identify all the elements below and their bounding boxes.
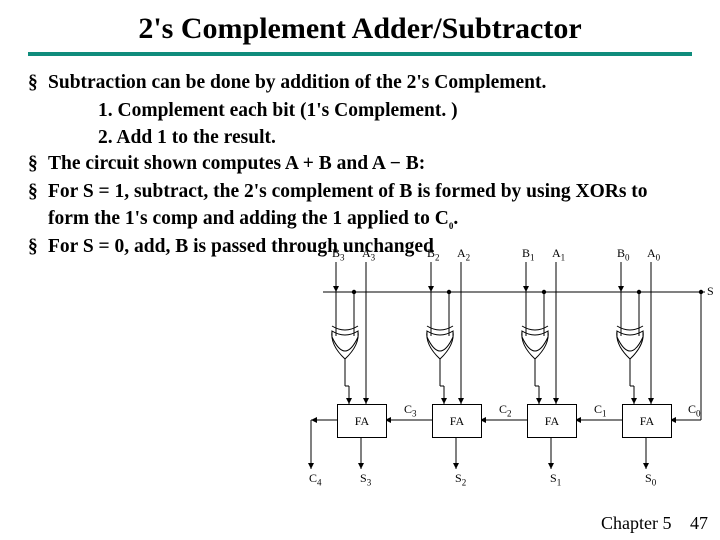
signal-a1: A1: [552, 246, 565, 262]
signal-b0: B0: [617, 246, 630, 262]
bullet-text: For S = 1, subtract, the 2's complement …: [48, 179, 692, 232]
signal-c0: C0: [688, 402, 701, 418]
bullet-1-sub1: 1. Complement each bit (1's Complement. …: [98, 98, 692, 124]
fa-box-2: FA: [527, 404, 577, 438]
slide-title: 2's Complement Adder/Subtractor: [28, 12, 692, 46]
bullet-1-sub2: 2. Add 1 to the result.: [98, 125, 692, 151]
content-area: § Subtraction can be done by addition of…: [28, 70, 692, 260]
signal-b2: B2: [427, 246, 440, 262]
bullet-text: Subtraction can be done by addition of t…: [48, 70, 692, 96]
bullet-3-tail: .: [453, 208, 458, 229]
signal-b1: B1: [522, 246, 535, 262]
bullet-3: § For S = 1, subtract, the 2's complemen…: [28, 179, 692, 232]
signal-s0: S0: [645, 471, 656, 487]
signal-a0: A0: [647, 246, 660, 262]
slide-root: 2's Complement Adder/Subtractor § Subtra…: [0, 0, 720, 540]
fa-box-0: FA: [337, 404, 387, 438]
signal-c2: C2: [499, 402, 512, 418]
signal-c3: C3: [404, 402, 417, 418]
bullet-marker: §: [28, 70, 48, 96]
signal-s3: S3: [360, 471, 371, 487]
fa-box-1: FA: [432, 404, 482, 438]
signal-s2: S2: [455, 471, 466, 487]
signal-a2: A2: [457, 246, 470, 262]
signal-a3: A3: [362, 246, 375, 262]
bullet-3-main: For S = 1, subtract, the 2's complement …: [48, 181, 648, 228]
fa-box-3: FA: [622, 404, 672, 438]
bullet-marker: §: [28, 234, 48, 260]
slide-footer: Chapter 5 47: [601, 513, 708, 534]
circuit-diagram: S B3 A3 FA S3 B2 A2 FA S2 B1 A1 FA S1 B0 A0 FA S0 C4 C3 C2 C…: [305, 244, 715, 489]
bullet-2: § The circuit shown computes A + B and A…: [28, 151, 692, 177]
bullet-1: § Subtraction can be done by addition of…: [28, 70, 692, 96]
footer-page: 47: [690, 513, 708, 533]
bullet-marker: §: [28, 179, 48, 232]
circuit-svg: [305, 244, 715, 489]
signal-c4: C4: [309, 471, 322, 487]
footer-chapter: Chapter 5: [601, 513, 671, 533]
signal-c1: C1: [594, 402, 607, 418]
title-underline: [28, 52, 692, 56]
bullet-text: The circuit shown computes A + B and A −…: [48, 151, 692, 177]
signal-b3: B3: [332, 246, 345, 262]
bullet-marker: §: [28, 151, 48, 177]
signal-s1: S1: [550, 471, 561, 487]
signal-s: S: [707, 284, 714, 299]
